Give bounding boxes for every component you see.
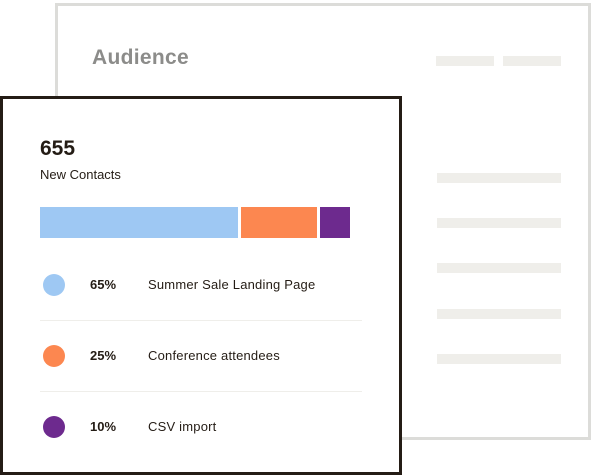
contacts-count: 655 xyxy=(40,137,76,160)
legend-source-label: Conference attendees xyxy=(148,348,280,363)
bar-segment-csv-import xyxy=(320,207,350,238)
placeholder-bar xyxy=(437,173,561,183)
legend-percent: 10% xyxy=(90,419,117,434)
placeholder-bar xyxy=(437,354,561,364)
placeholder-bar xyxy=(437,263,561,273)
legend-item-conference: 25% Conference attendees xyxy=(40,321,362,392)
legend-item-csv-import: 10% CSV import xyxy=(40,392,362,462)
legend-item-summer-sale: 65% Summer Sale Landing Page xyxy=(40,250,362,321)
legend-percent: 65% xyxy=(90,277,117,292)
placeholder-bar xyxy=(437,218,561,228)
color-dot-icon xyxy=(43,274,65,296)
source-legend: 65% Summer Sale Landing Page 25% Confere… xyxy=(40,250,362,462)
color-dot-icon xyxy=(43,345,65,367)
audience-title: Audience xyxy=(92,46,189,69)
placeholder-bar xyxy=(437,309,561,319)
legend-percent: 25% xyxy=(90,348,117,363)
new-contacts-card: 655 New Contacts 65% Summer Sale Landing… xyxy=(0,96,402,475)
source-breakdown-bar xyxy=(40,207,350,238)
legend-source-label: CSV import xyxy=(148,419,217,434)
bar-segment-summer-sale xyxy=(40,207,238,238)
color-dot-icon xyxy=(43,416,65,438)
legend-source-label: Summer Sale Landing Page xyxy=(148,277,316,292)
bar-segment-conference xyxy=(241,207,317,238)
placeholder-bar xyxy=(436,56,494,66)
contacts-count-label: New Contacts xyxy=(40,167,121,182)
placeholder-bar xyxy=(503,56,561,66)
